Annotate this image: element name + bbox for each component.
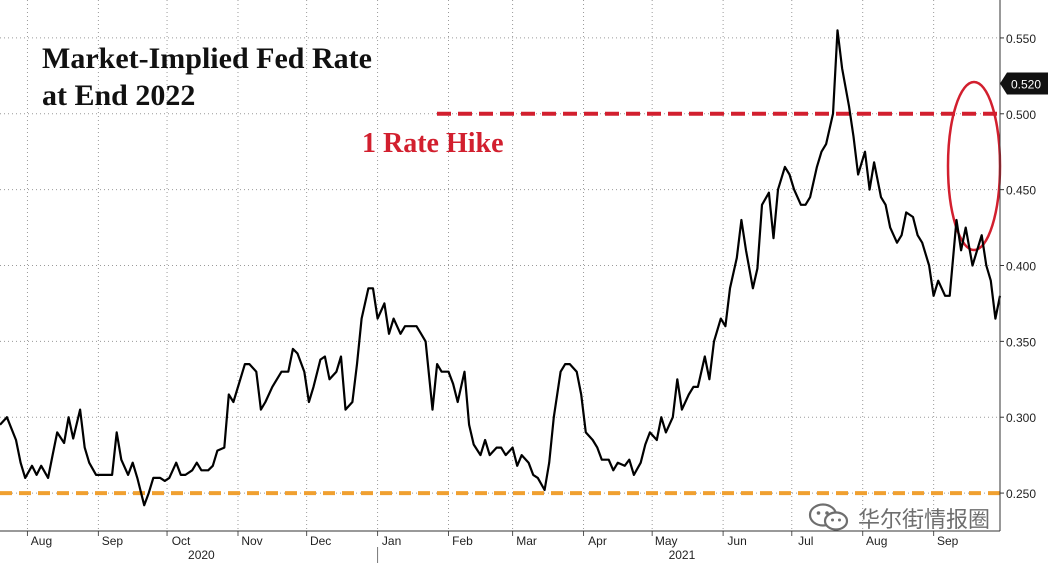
watermark: 华尔街情报圈: [808, 499, 990, 537]
series-layer: [0, 29, 1002, 507]
y-tick-label: 0.400: [1006, 260, 1036, 274]
watermark-text: 华尔街情报圈: [858, 508, 991, 533]
x-tick-label: Dec: [310, 534, 331, 548]
x-tick-label: Aug: [31, 534, 52, 548]
x-tick-label: Feb: [452, 534, 473, 548]
series-line: [0, 29, 1002, 507]
x-tick-label: Oct: [172, 534, 191, 548]
x-tick-label: Jul: [798, 534, 813, 548]
rate-hike-label: 1 Rate Hike: [362, 128, 504, 159]
x-tick-label: Jan: [382, 534, 401, 548]
y-tick-label: 0.250: [1006, 487, 1036, 501]
year-label: 2020: [188, 548, 215, 562]
x-tick-label: Sep: [937, 534, 959, 548]
y-tick-label: 0.300: [1006, 411, 1036, 425]
y-tick-label: 0.550: [1006, 32, 1036, 46]
x-tick-label: Apr: [588, 534, 607, 548]
year-label: 2021: [669, 548, 696, 562]
y-tick-label: 0.500: [1006, 108, 1036, 122]
last-value-badge: [1000, 72, 1048, 95]
x-tick-label: Mar: [516, 534, 537, 548]
x-tick-label: May: [655, 534, 678, 548]
x-tick-label: Jun: [727, 534, 746, 548]
x-tick-label: Sep: [102, 534, 124, 548]
y-tick-label: 0.350: [1006, 335, 1036, 349]
last-value-label: 0.520: [1011, 77, 1041, 91]
x-tick-label: Aug: [866, 534, 887, 548]
y-tick-label: 0.450: [1006, 184, 1036, 198]
wechat-icon: [808, 503, 849, 531]
x-tick-label: Nov: [241, 534, 262, 548]
chart-title: Market-Implied Fed Rate at End 2022: [42, 42, 372, 112]
